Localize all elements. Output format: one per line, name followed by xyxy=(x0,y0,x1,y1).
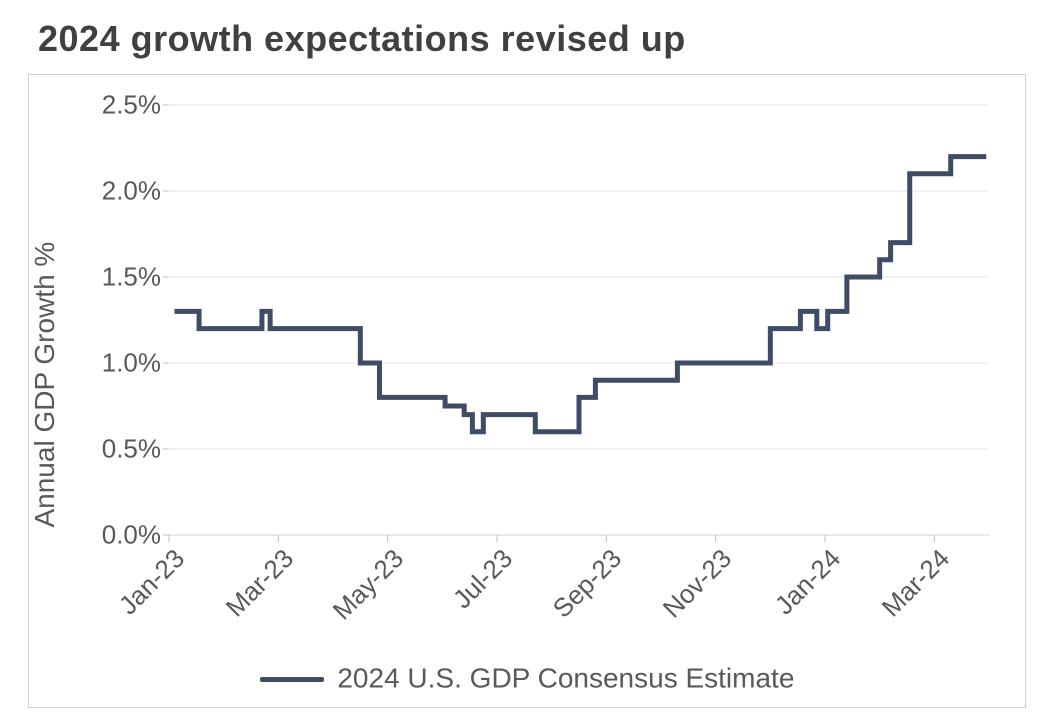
y-axis-label: Annual GDP Growth % xyxy=(29,242,61,528)
x-axis-ticks: Jan-23Mar-23May-23Jul-23Sep-23Nov-23Jan-… xyxy=(169,543,989,663)
plot-area: 0.0%0.5%1.0%1.5%2.0%2.5% xyxy=(169,105,989,535)
chart-container: Annual GDP Growth % 0.0%0.5%1.0%1.5%2.0%… xyxy=(28,74,1026,708)
y-tick-label: 0.5% xyxy=(102,434,161,465)
y-tick-label: 2.0% xyxy=(102,176,161,207)
legend-label: 2024 U.S. GDP Consensus Estimate xyxy=(337,663,794,694)
chart-svg xyxy=(169,105,989,535)
chart-title: 2024 growth expectations revised up xyxy=(38,18,1030,60)
y-tick-label: 0.0% xyxy=(102,520,161,551)
legend-swatch xyxy=(260,677,324,682)
legend: 2024 U.S. GDP Consensus Estimate xyxy=(29,661,1025,695)
y-tick-label: 2.5% xyxy=(102,90,161,121)
y-tick-label: 1.0% xyxy=(102,348,161,379)
y-tick-label: 1.5% xyxy=(102,262,161,293)
